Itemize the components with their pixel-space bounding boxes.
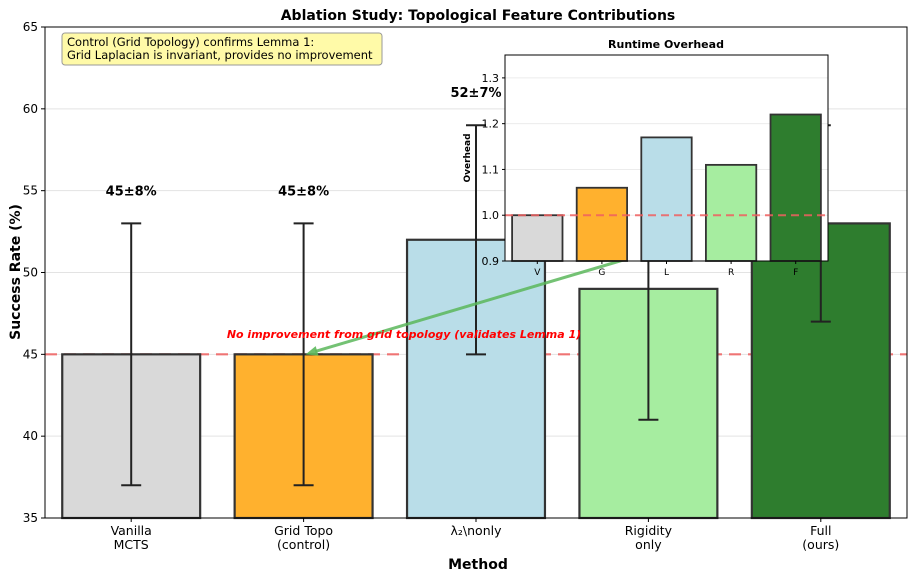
annotation-arrow-line [314, 256, 631, 353]
note-line-1: Control (Grid Topology) confirms Lemma 1… [67, 35, 314, 49]
y-tick-label: 35 [23, 511, 38, 525]
x-tick-label: Grid Topo [274, 523, 333, 538]
inset-y-ticks: 0.9 1.0 1.1 1.2 1.3 [482, 72, 505, 268]
x-tick-label: Rigidity [625, 523, 673, 538]
annotation-arrow-head [305, 346, 319, 356]
inset-y-tick-label: 1.2 [482, 118, 500, 131]
main-y-ticks: 35 40 45 50 55 60 65 [23, 20, 45, 525]
x-axis-label: Method [448, 557, 508, 573]
y-tick-label: 50 [23, 266, 38, 280]
value-label-1: 45±8% [278, 184, 329, 199]
x-tick-label: MCTS [114, 537, 149, 552]
chart-title: Ablation Study: Topological Feature Cont… [281, 8, 676, 24]
y-tick-label: 55 [23, 184, 38, 198]
inset-bar-3 [705, 163, 758, 262]
inset-x-tick-label: F [793, 268, 798, 278]
inset-bar-0 [511, 214, 564, 262]
value-label-0: 45±8% [106, 184, 157, 199]
inset-x-tick-label: V [534, 268, 541, 278]
x-tick-label: (ours) [802, 537, 839, 552]
y-tick-label: 65 [23, 20, 38, 34]
inset-y-axis-label: Overhead [463, 133, 473, 182]
x-tick-label: Vanilla [111, 523, 152, 538]
inset-y-tick-label: 1.0 [482, 209, 500, 222]
main-value-labels: 45±8% 45±8% 52±7% [106, 86, 502, 199]
annotation-text: No improvement from grid topology (valid… [227, 328, 581, 341]
note-line-2: Grid Laplacian is invariant, provides no… [67, 48, 373, 62]
x-tick-label: (control) [277, 537, 330, 552]
inset-chart: 0.9 1.0 1.1 1.2 1.3 V G L R F Runtime Overhead O… [463, 38, 829, 278]
x-tick-label: only [635, 537, 662, 552]
inset-title: Runtime Overhead [608, 38, 724, 51]
x-tick-label: λ₂\nonly [451, 523, 503, 538]
y-tick-label: 40 [23, 429, 38, 443]
value-label-2: 52±7% [450, 86, 501, 101]
y-tick-label: 45 [23, 347, 38, 361]
inset-y-tick-label: 1.1 [482, 163, 500, 176]
y-tick-label: 60 [23, 102, 38, 116]
y-axis-label: Success Rate (%) [8, 204, 24, 340]
inset-x-tick-label: R [728, 268, 734, 278]
annotation: No improvement from grid topology (valid… [227, 256, 631, 356]
inset-bars [511, 113, 822, 262]
inset-bar-4 [769, 113, 822, 262]
inset-y-tick-label: 1.3 [482, 72, 500, 85]
inset-bar-2 [640, 136, 693, 262]
note-box: Control (Grid Topology) confirms Lemma 1… [61, 32, 383, 66]
inset-x-tick-label: G [598, 268, 605, 278]
inset-x-tick-label: L [664, 268, 669, 278]
note-box-background [61, 32, 383, 66]
x-tick-label: Full [810, 523, 831, 538]
inset-y-tick-label: 0.9 [482, 255, 500, 268]
inset-bar-1 [575, 186, 628, 262]
